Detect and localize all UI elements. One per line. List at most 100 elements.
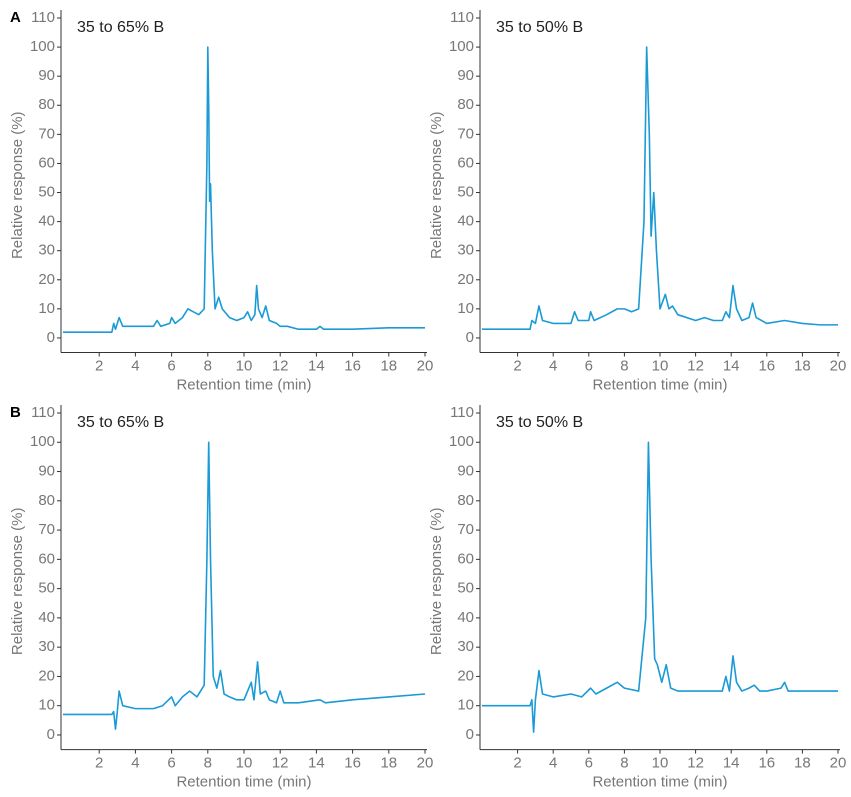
y-tick-label: 0 — [47, 726, 55, 743]
y-tick-label: 20 — [457, 667, 474, 684]
y-axis-label: Relative response (%) — [428, 508, 445, 656]
x-tick-label: 20 — [417, 755, 434, 772]
x-tick-label: 20 — [417, 357, 434, 374]
panel-label: A — [10, 9, 21, 26]
y-tick-label: 100 — [449, 433, 474, 450]
x-tick-label: 4 — [549, 755, 557, 772]
y-tick-label: 40 — [38, 213, 55, 230]
y-tick-label: 110 — [31, 404, 55, 421]
x-tick-label: 10 — [236, 357, 253, 374]
x-axis-label: Retention time (min) — [592, 774, 727, 791]
y-tick-label: 70 — [38, 125, 55, 142]
y-axis-label: Relative response (%) — [9, 508, 26, 656]
x-tick-label: 4 — [131, 357, 139, 374]
panel-label: B — [10, 404, 21, 421]
x-tick-label: 8 — [204, 357, 212, 374]
y-tick-label: 10 — [457, 697, 474, 714]
x-tick-label: 6 — [585, 357, 593, 374]
x-tick-label: 10 — [236, 755, 253, 772]
x-tick-label: 20 — [830, 357, 847, 374]
x-axis-label: Retention time (min) — [176, 774, 311, 791]
x-tick-label: 14 — [308, 755, 325, 772]
y-tick-label: 70 — [457, 125, 474, 142]
x-tick-label: 2 — [95, 755, 103, 772]
y-tick-label: 20 — [457, 271, 474, 288]
y-tick-label: 110 — [450, 9, 474, 26]
y-tick-label: 10 — [457, 300, 474, 317]
trace — [482, 46, 838, 331]
y-tick-label: 90 — [38, 463, 55, 480]
y-tick-label: 60 — [457, 154, 474, 171]
x-tick-label: 6 — [167, 755, 175, 772]
x-tick-label: 6 — [167, 357, 175, 374]
y-tick-label: 110 — [450, 404, 474, 421]
y-tick-label: 60 — [38, 550, 55, 567]
trace — [482, 441, 838, 733]
trace — [63, 441, 426, 730]
y-tick-label: 40 — [457, 609, 474, 626]
y-tick-label: 80 — [457, 96, 474, 113]
x-tick-label: 16 — [344, 357, 361, 374]
y-axis-label: Relative response (%) — [9, 111, 26, 259]
y-tick-label: 50 — [457, 183, 474, 200]
x-tick-label: 18 — [380, 755, 397, 772]
y-tick-label: 60 — [38, 154, 55, 171]
x-tick-label: 18 — [794, 357, 811, 374]
y-tick-label: 30 — [38, 638, 55, 655]
x-axis-label: Retention time (min) — [176, 376, 311, 393]
x-tick-label: 12 — [687, 357, 704, 374]
y-tick-label: 70 — [38, 521, 55, 538]
y-tick-label: 100 — [30, 38, 55, 55]
y-tick-label: 50 — [457, 580, 474, 597]
x-tick-label: 18 — [794, 755, 811, 772]
y-tick-label: 80 — [38, 96, 55, 113]
x-tick-label: 12 — [272, 755, 289, 772]
y-tick-label: 100 — [30, 433, 55, 450]
y-tick-label: 100 — [449, 38, 474, 55]
x-tick-label: 14 — [308, 357, 325, 374]
y-tick-label: 40 — [38, 609, 55, 626]
y-tick-label: 80 — [457, 492, 474, 509]
x-tick-label: 18 — [380, 357, 397, 374]
x-tick-label: 10 — [652, 755, 669, 772]
y-tick-label: 80 — [38, 492, 55, 509]
x-tick-label: 8 — [620, 755, 628, 772]
y-tick-label: 90 — [457, 67, 474, 84]
y-tick-label: 0 — [47, 329, 55, 346]
chart-title: 35 to 50% B — [496, 414, 583, 431]
y-tick-label: 30 — [457, 242, 474, 259]
y-tick-label: 110 — [31, 9, 55, 26]
y-tick-label: 0 — [466, 329, 474, 346]
y-tick-label: 50 — [38, 580, 55, 597]
x-tick-label: 16 — [758, 357, 775, 374]
x-tick-label: 14 — [723, 755, 740, 772]
x-tick-label: 20 — [830, 755, 847, 772]
x-tick-label: 12 — [272, 357, 289, 374]
x-tick-label: 4 — [549, 357, 557, 374]
y-axis-label: Relative response (%) — [428, 111, 445, 259]
y-tick-label: 60 — [457, 550, 474, 567]
x-axis-label: Retention time (min) — [592, 376, 727, 393]
y-tick-label: 30 — [38, 242, 55, 259]
y-tick-label: 10 — [38, 300, 55, 317]
x-tick-label: 6 — [585, 755, 593, 772]
y-tick-label: 70 — [457, 521, 474, 538]
y-tick-label: 20 — [38, 667, 55, 684]
y-tick-label: 30 — [457, 638, 474, 655]
x-tick-label: 10 — [652, 357, 669, 374]
chart-title: 35 to 50% B — [496, 19, 583, 36]
trace — [63, 46, 425, 333]
y-tick-label: 0 — [466, 726, 474, 743]
y-tick-label: 40 — [457, 213, 474, 230]
x-tick-label: 14 — [723, 357, 740, 374]
x-tick-label: 8 — [204, 755, 212, 772]
y-tick-label: 10 — [38, 697, 55, 714]
y-tick-label: 20 — [38, 271, 55, 288]
x-tick-label: 12 — [687, 755, 704, 772]
x-tick-label: 2 — [513, 755, 521, 772]
y-tick-label: 90 — [38, 67, 55, 84]
chart-title: 35 to 65% B — [77, 19, 164, 36]
y-tick-label: 50 — [38, 183, 55, 200]
